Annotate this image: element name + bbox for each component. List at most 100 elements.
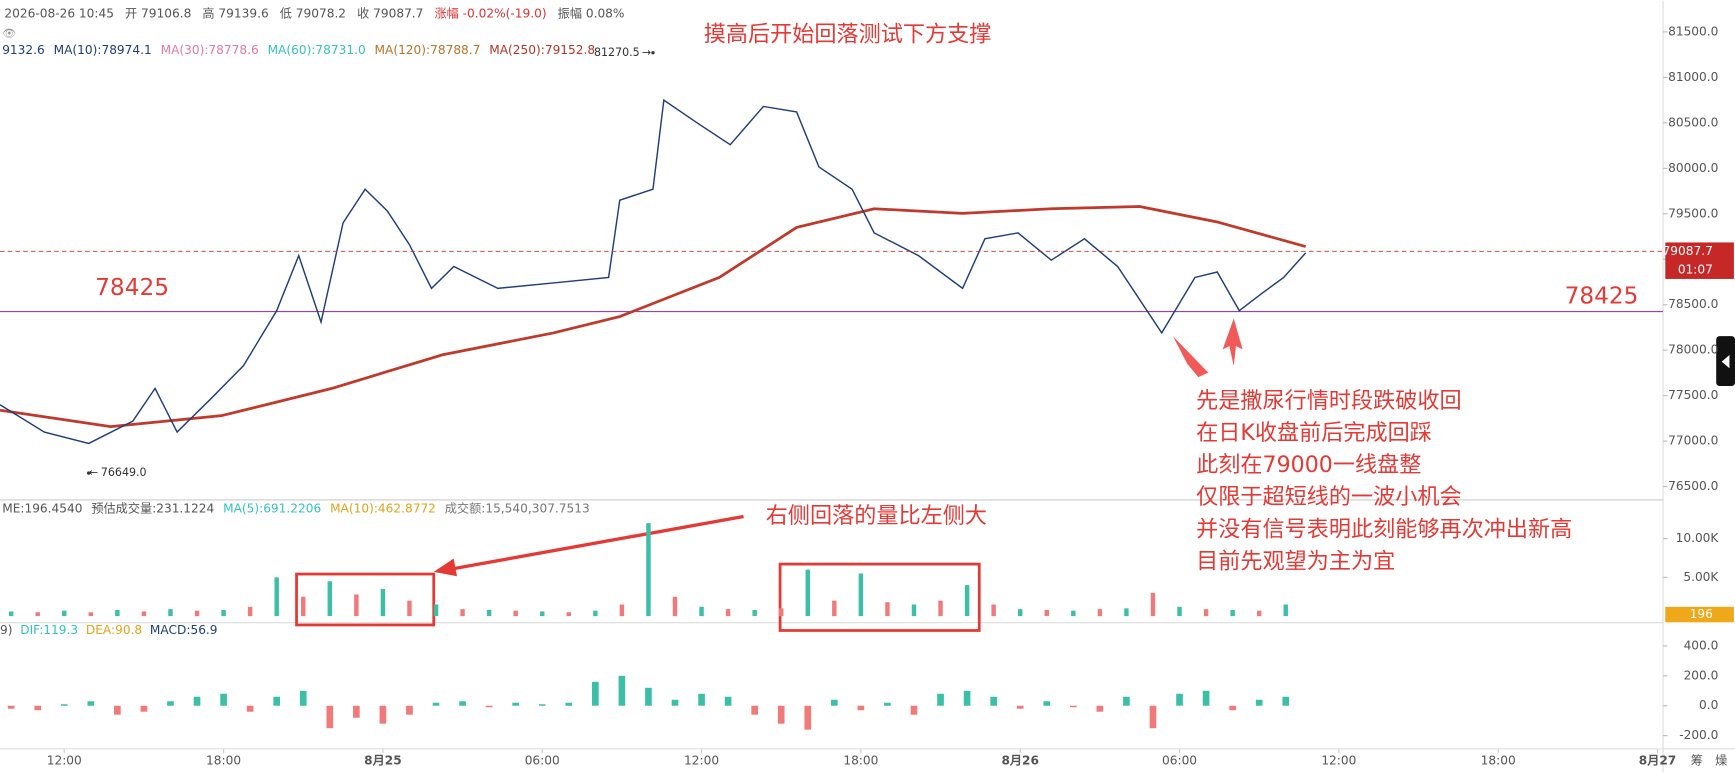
legend-item: 9132.6	[2, 43, 45, 57]
x-tick-label: 18:00	[1481, 754, 1516, 768]
macd-bar	[937, 693, 944, 706]
low-label: 76649.0	[101, 466, 147, 479]
volume-last: 196	[1690, 607, 1713, 621]
volume-bar	[354, 594, 359, 617]
low-arrow: ←	[89, 466, 98, 479]
macd-bar	[1043, 701, 1051, 706]
macd-bar	[1123, 696, 1130, 706]
macd-bar	[114, 705, 121, 715]
header-item: 振幅 0.08%	[558, 6, 625, 21]
legend-item: MA(120):78788.7	[375, 43, 481, 57]
volume-bar	[380, 588, 386, 617]
volume-bar	[8, 611, 14, 617]
macd-bar	[831, 699, 838, 706]
volume-bar	[832, 600, 837, 617]
footer-icon[interactable]: 筹	[1691, 754, 1703, 768]
low-point	[87, 471, 91, 475]
macd-bar	[777, 705, 785, 724]
x-tick-label: 12:00	[1321, 754, 1356, 768]
x-tick-label: 8月26	[1001, 754, 1039, 768]
volume-bar	[1230, 609, 1235, 617]
legend-item: ME:196.4540	[2, 501, 82, 515]
macd-bar	[724, 696, 732, 706]
macd-bar	[1069, 705, 1077, 708]
macd-bar	[884, 702, 891, 706]
macd-bar	[538, 704, 546, 706]
volume-bar	[964, 585, 970, 617]
volume-bar	[725, 609, 731, 617]
volume-bar	[274, 577, 279, 617]
last-price-tag	[1665, 242, 1734, 279]
y-tick-label: 79500.0	[1668, 206, 1718, 220]
macd-bar	[565, 702, 573, 706]
volume-bar	[938, 600, 943, 617]
volume-bar	[1150, 592, 1156, 617]
legend-item: MA(60):78731.0	[268, 43, 366, 57]
macd-bar	[60, 704, 68, 706]
macd-bar	[167, 701, 174, 706]
legend-item: MA(30):78778.6	[161, 43, 259, 57]
volume-bar	[619, 604, 625, 617]
footer-icon[interactable]: 燥	[1715, 754, 1727, 768]
x-tick-label: 18:00	[206, 754, 241, 768]
volume-bar	[141, 611, 147, 617]
legend-item: DEA:90.8	[86, 623, 142, 637]
macd-bar	[273, 696, 281, 706]
y-tick-label: 76500.0	[1668, 479, 1718, 493]
y-tick-label: 400.0	[1684, 638, 1719, 652]
macd-bar	[193, 696, 201, 706]
legend-item: 预估成交量:231.1224	[91, 500, 214, 515]
volume-bar	[62, 610, 67, 617]
volume-bar	[1017, 609, 1023, 617]
volume-bar	[247, 606, 253, 617]
volume-bar	[911, 604, 917, 617]
legend-item: DIF:119.3	[20, 623, 78, 637]
macd-bar	[698, 693, 705, 706]
annotation-arrow	[1222, 318, 1243, 367]
volume-bar	[885, 602, 890, 617]
volume-bar	[1177, 606, 1182, 617]
highlight-box	[778, 562, 981, 632]
macd-bar	[751, 705, 758, 715]
volume-bar	[301, 596, 306, 617]
header-item: 收 79087.7	[357, 7, 423, 21]
macd-bar	[140, 705, 148, 712]
eye-icon[interactable]: 👁	[2, 27, 16, 40]
macd-bar	[246, 705, 254, 712]
macd-bar	[910, 705, 918, 715]
macd-bar	[1202, 690, 1210, 706]
macd-bar	[1255, 699, 1263, 706]
volume-bar	[35, 612, 40, 617]
macd-bar	[1096, 705, 1104, 712]
volume-bar	[646, 523, 651, 617]
y-tick-label: 78500.0	[1668, 297, 1718, 311]
annotation-note: 先是撒尿行情时段跌破收回	[1196, 388, 1462, 414]
macd-bar	[618, 675, 626, 706]
price-line	[0, 205, 1307, 428]
legend-item: MA(250):79152.8	[489, 43, 595, 57]
annotation-note: 并没有信号表明此刻能够再次冲出新高	[1196, 516, 1572, 542]
volume-bar	[991, 604, 996, 617]
volume-bar	[566, 612, 571, 617]
legend-item: MACD:56.9	[150, 623, 218, 637]
countdown: 01:07	[1678, 263, 1713, 277]
high-point	[651, 51, 655, 55]
annotation-arrow	[1172, 336, 1209, 378]
support-label: 78425	[1565, 283, 1639, 310]
volume-bar	[593, 610, 598, 617]
last-price: 79087.7	[1663, 244, 1713, 258]
volume-bar	[1283, 604, 1288, 617]
x-tick-label: 06:00	[525, 754, 560, 768]
volume-bar	[805, 569, 810, 617]
macd-bar	[645, 687, 652, 706]
annotation-title: 摸高后开始回落测试下方支撑	[704, 22, 992, 48]
volume-bar	[540, 611, 545, 617]
x-tick-label: 8月27	[1639, 754, 1677, 768]
y-tick-label: 0.0	[1699, 698, 1718, 712]
header-item: 2026-08-26 10:45	[4, 7, 114, 21]
high-label: 81270.5	[594, 46, 640, 59]
y-tick-label: 77500.0	[1668, 388, 1718, 402]
volume-bar	[1203, 609, 1209, 617]
volume-bar	[513, 610, 518, 617]
volume-bar	[221, 609, 226, 617]
